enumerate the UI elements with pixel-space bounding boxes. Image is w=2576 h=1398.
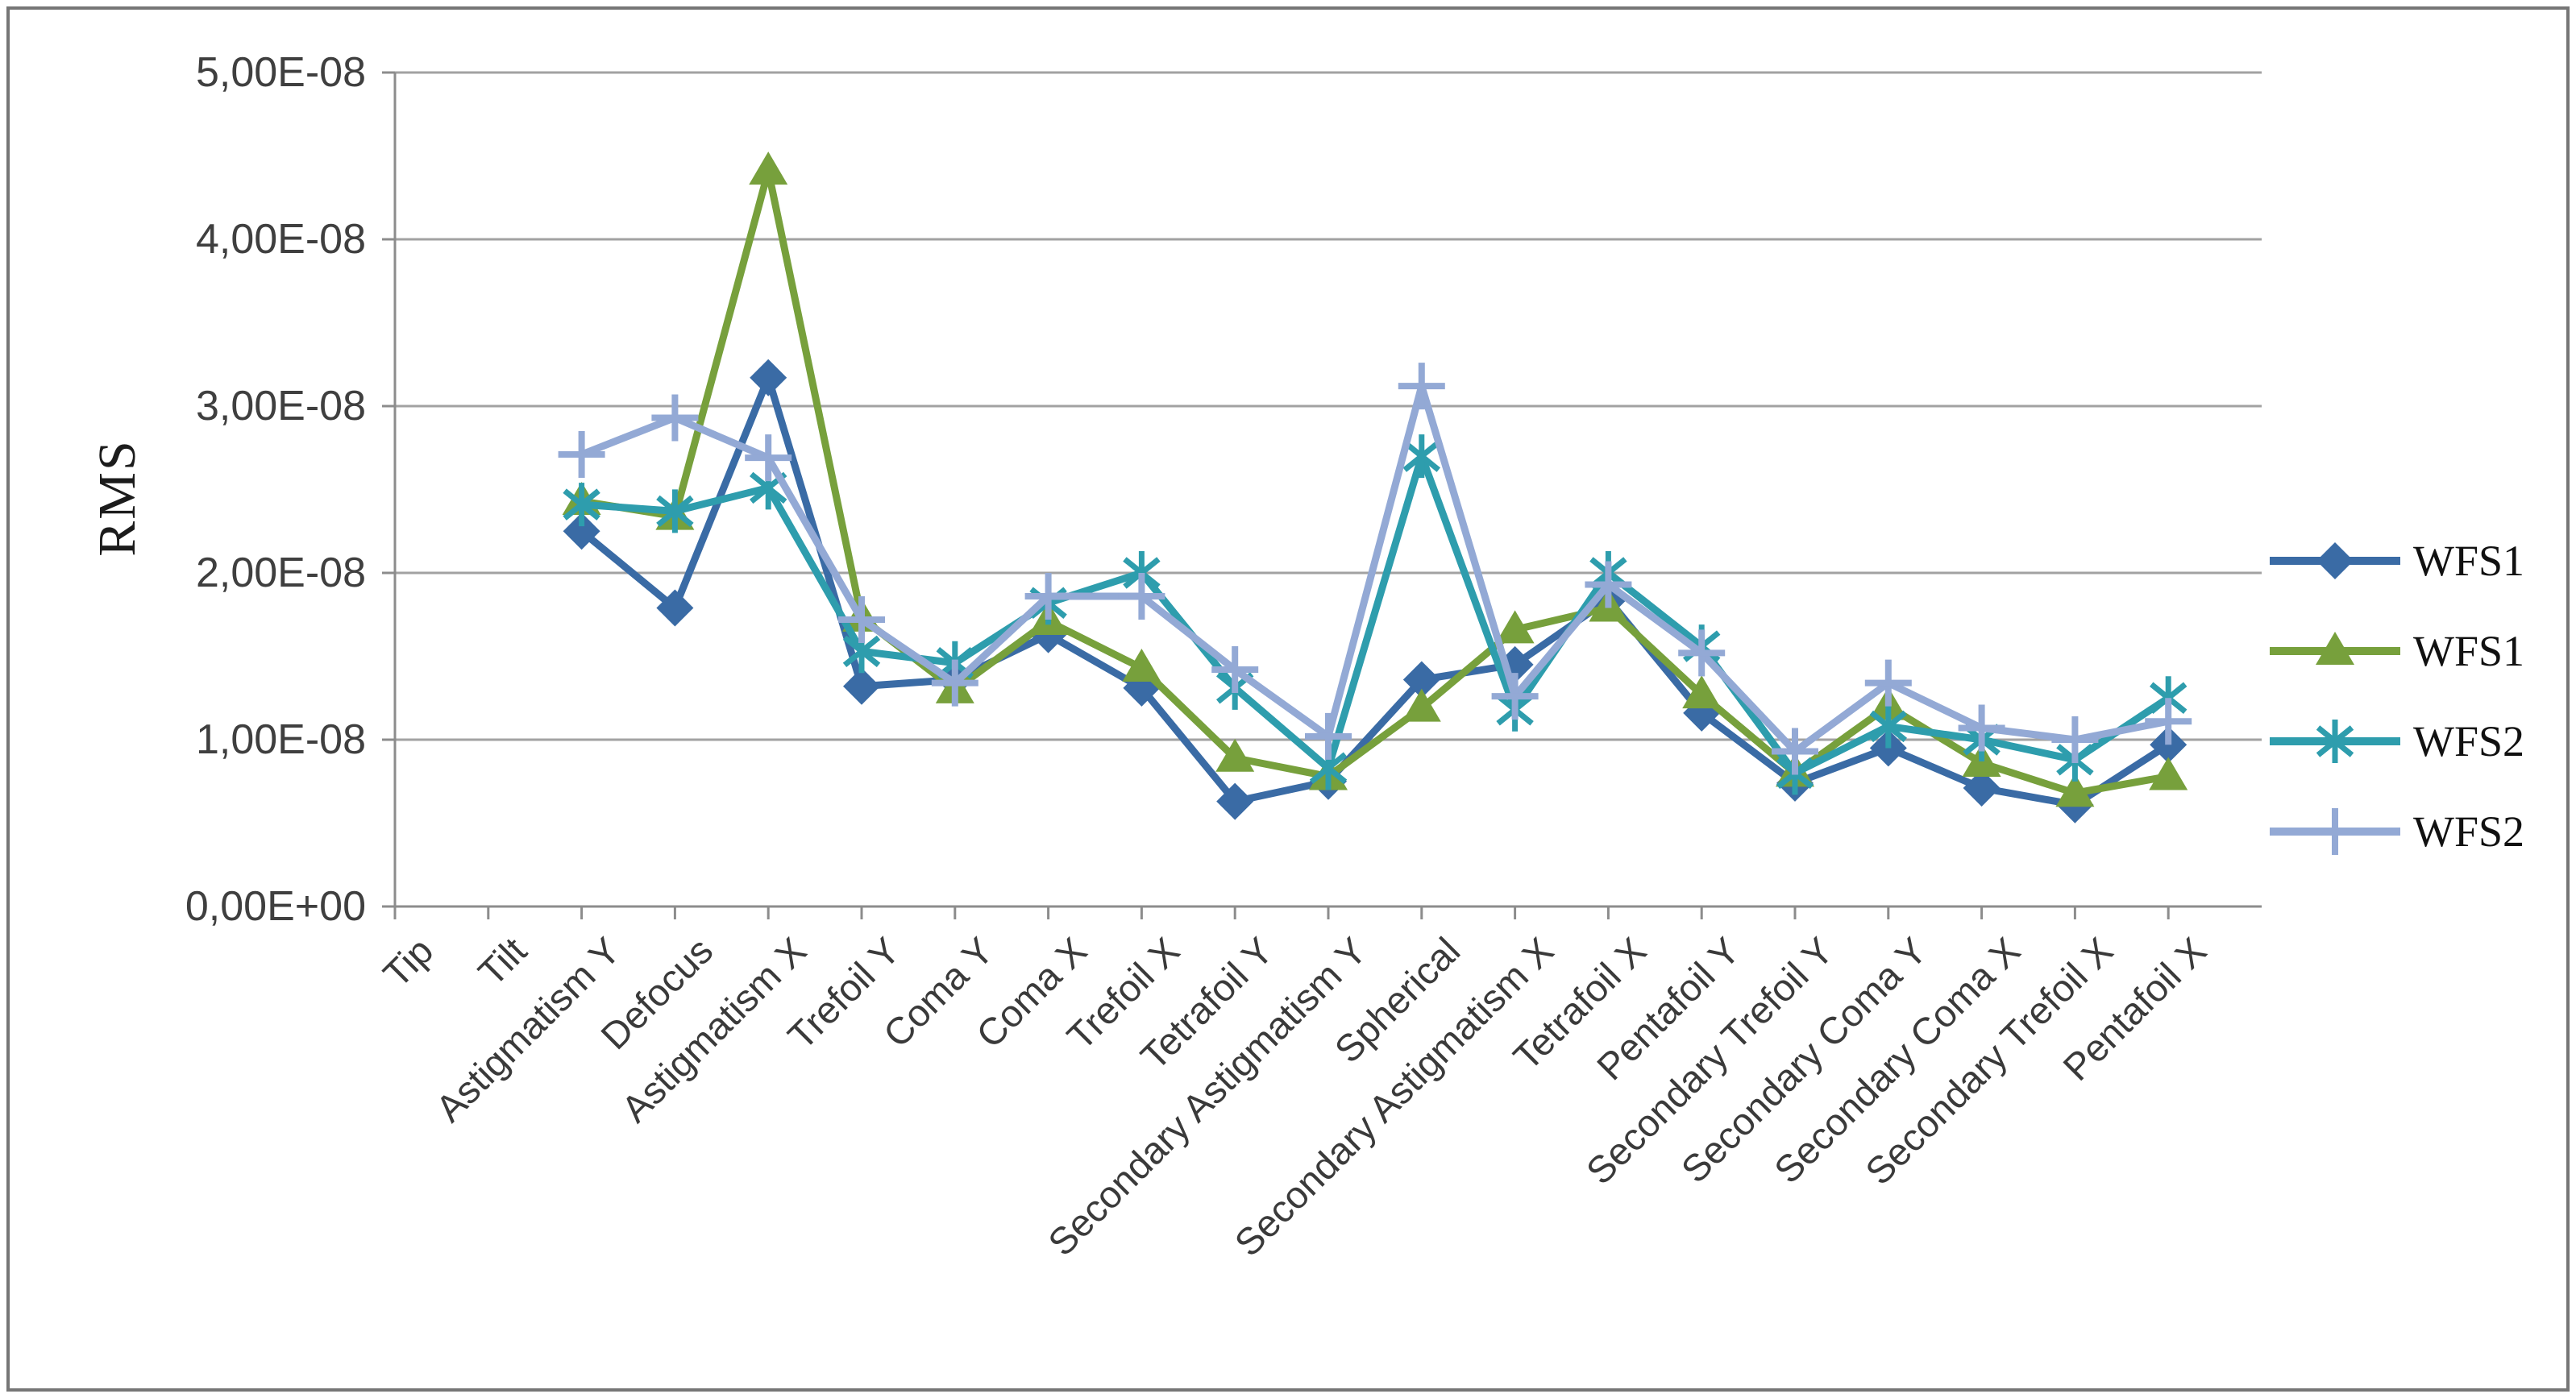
y-tick-label: 1,00E-08: [195, 716, 366, 763]
diamond-marker-icon: [1216, 782, 1254, 820]
asterisk-marker-icon: [2316, 725, 2354, 757]
legend-diamond-swatch-icon: [2270, 542, 2400, 579]
asterisk-marker-icon: [842, 635, 881, 668]
asterisk-marker-icon: [656, 495, 694, 528]
y-tick-label: 5,00E-08: [195, 49, 366, 96]
legend-label: WFS2: [2413, 717, 2525, 765]
y-tick-label: 2,00E-08: [195, 550, 366, 596]
legend-label: WFS1: [2413, 537, 2525, 585]
diamond-marker-icon: [2316, 542, 2354, 579]
legend-plus-swatch-icon: [2270, 808, 2400, 855]
series-0-wfs1: [563, 359, 2188, 823]
asterisk-marker-icon: [1309, 752, 1348, 784]
legend-item: WFS2: [2266, 786, 2524, 877]
y-tick-label: 0,00E+00: [185, 883, 366, 930]
triangle-marker-icon: [1122, 648, 1161, 682]
y-tick-label: 4,00E-08: [195, 216, 366, 263]
diamond-marker-icon: [1402, 661, 1440, 699]
chart-legend: WFS1 WFS1 WFS2 WFS2: [2266, 516, 2524, 877]
diamond-marker-icon: [843, 667, 880, 705]
diamond-marker-icon: [656, 589, 694, 627]
triangle-marker-icon: [1402, 688, 1441, 722]
legend-triangle-swatch-icon: [2270, 632, 2400, 665]
asterisk-marker-icon: [1402, 440, 1441, 472]
triangle-marker-icon: [2149, 757, 2188, 790]
legend-asterisk-swatch-icon: [2270, 720, 2400, 763]
series-line: [581, 452, 2171, 777]
legend-item: WFS2: [2266, 696, 2524, 786]
triangle-marker-icon: [1682, 675, 1722, 709]
legend-item: WFS1: [2266, 516, 2524, 606]
series-line: [580, 382, 2170, 755]
triangle-marker-icon: [2055, 774, 2095, 807]
legend-label: WFS2: [2413, 807, 2525, 856]
asterisk-marker-icon: [1869, 710, 1908, 743]
triangle-marker-icon: [2316, 632, 2354, 665]
series-3-wfs2: [558, 363, 2192, 775]
asterisk-marker-icon: [563, 488, 600, 521]
legend-item: WFS1: [2266, 606, 2524, 696]
diamond-marker-icon: [750, 359, 787, 396]
diamond-marker-icon: [1963, 770, 2001, 807]
series-line: [579, 374, 2171, 809]
triangle-marker-icon: [749, 151, 788, 185]
triangle-marker-icon: [1495, 610, 1535, 644]
y-tick-label: 3,00E-08: [195, 383, 366, 429]
legend-label: WFS1: [2413, 627, 2525, 675]
diamond-marker-icon: [563, 512, 600, 550]
triangle-marker-icon: [1215, 738, 1255, 772]
